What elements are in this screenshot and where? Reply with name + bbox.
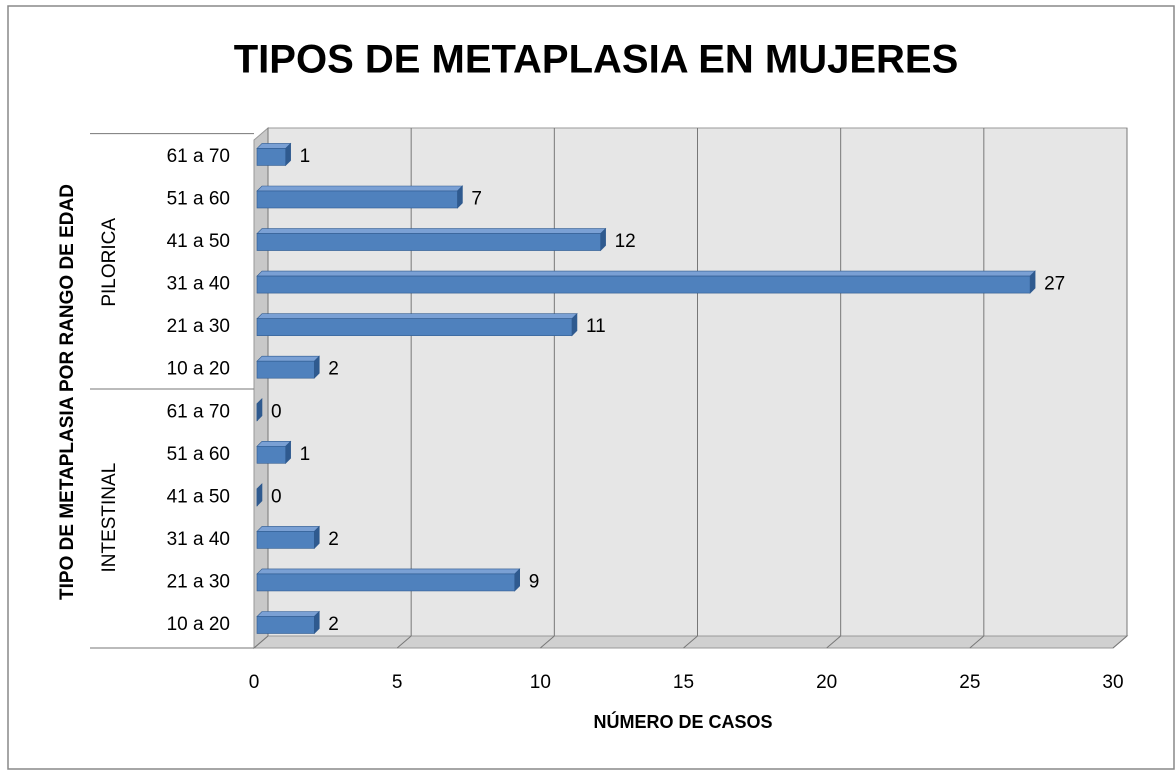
bar [256,488,258,507]
y-tick-label: 10 a 20 [167,614,230,635]
grid-line [396,635,412,649]
x-tick-label: 25 [959,672,980,693]
x-tick-label: 5 [392,672,403,693]
y-tick-label: 61 a 70 [167,401,230,422]
y-tick-label: 51 a 60 [167,189,230,210]
grid-line [1112,635,1128,649]
data-label: 27 [1044,274,1065,295]
bar-top [256,313,578,319]
y-tick-label: 41 a 50 [167,231,230,252]
bar-top [256,526,320,532]
grid-line [253,635,269,649]
bar-top [256,611,320,617]
bar [256,573,516,592]
data-label: 2 [328,529,339,550]
grid-line [683,635,698,649]
data-label: 2 [328,359,339,380]
y-axis-title: TIPO DE METAPLASIA POR RANGO DE EDAD [57,184,78,600]
y-tick-label: 21 a 30 [167,571,230,592]
data-label: 7 [471,189,482,210]
x-tick-label: 0 [249,672,260,693]
grid-line [826,635,841,649]
data-label: 1 [300,444,311,465]
data-label: 0 [271,486,282,507]
bar-top [256,228,607,234]
bar [256,531,315,549]
bar [256,233,601,251]
bar [256,445,286,464]
bar [256,360,315,379]
bar [256,148,286,166]
bar-top [256,270,1036,277]
y-tick-label: 41 a 50 [167,486,230,507]
y-tick-label: 51 a 60 [167,444,230,465]
bar-top [256,185,464,192]
bar [256,190,458,209]
bar [256,616,315,634]
y-tick-label: 61 a 70 [167,146,230,167]
bar [256,275,1031,294]
x-tick-label: 15 [673,672,694,693]
chart-title: TIPOS DE METAPLASIA EN MUJERES [234,38,959,82]
data-label: 0 [271,401,282,422]
bar-top [256,568,521,575]
data-label: 2 [328,614,339,635]
bar-top [256,143,292,149]
bar [256,318,573,336]
grid-line [969,635,985,649]
data-label: 1 [300,146,311,167]
x-tick-label: 20 [816,672,837,693]
y-tick-label: 10 a 20 [167,359,230,380]
data-label: 11 [586,316,606,337]
y-tick-label: 21 a 30 [167,316,230,337]
x-tick-label: 30 [1102,672,1123,693]
x-tick-label: 10 [530,672,551,693]
group-label: INTESTINAL [99,463,120,573]
bar [256,403,258,422]
data-label: 9 [529,571,540,592]
group-label: PILORICA [99,218,120,307]
x-axis-title: NÚMERO DE CASOS [593,711,772,732]
y-tick-label: 31 a 40 [167,529,230,550]
data-label: 12 [615,231,636,252]
bar-top [256,355,320,362]
bar-top [256,440,292,447]
y-tick-label: 31 a 40 [167,274,230,295]
grid-line [540,635,555,649]
